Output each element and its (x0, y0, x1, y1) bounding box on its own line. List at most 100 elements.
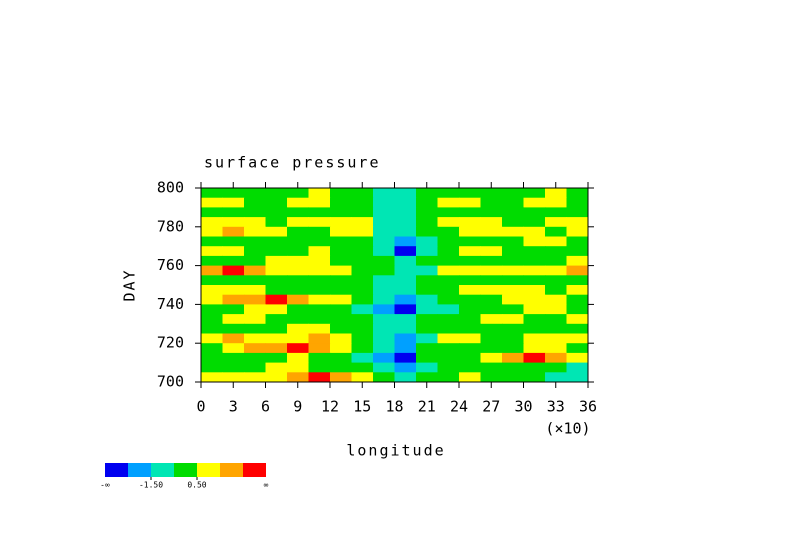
heat-cell (459, 372, 481, 383)
x-tick-label: 0 (196, 398, 205, 416)
heat-cell (308, 275, 331, 286)
heat-cell (351, 362, 374, 373)
heat-cell (373, 333, 395, 344)
y-tick-label: 800 (157, 179, 184, 197)
heat-cell (287, 343, 309, 354)
heat-cell (373, 285, 395, 296)
heat-cell (265, 236, 288, 247)
heat-cell (373, 207, 395, 218)
colorbar-box (243, 463, 266, 477)
heat-cell (265, 275, 288, 286)
heat-cell (201, 372, 223, 383)
heat-cell (351, 197, 374, 208)
heat-cell (523, 285, 546, 296)
heat-cell (201, 246, 223, 257)
heat-cell (416, 372, 438, 383)
heat-cell (502, 188, 524, 199)
heat-cell (308, 285, 331, 296)
heat-cell (244, 255, 266, 267)
heat-cell (502, 207, 524, 218)
heat-cell (437, 217, 460, 228)
heat-cell (437, 362, 460, 373)
heat-cell (566, 333, 589, 344)
heat-cell (222, 207, 245, 218)
heat-cell (394, 294, 417, 305)
heat-cell (351, 352, 374, 364)
heat-cell (437, 246, 460, 257)
heat-cell (222, 236, 245, 247)
heat-cell (330, 188, 352, 199)
heat-cell (416, 217, 438, 228)
heat-cell (502, 226, 524, 237)
heat-cell (416, 197, 438, 208)
x-tick-label: 6 (261, 398, 270, 416)
x-tick-label: 12 (321, 398, 339, 416)
heat-cell (394, 323, 417, 334)
heat-cell (480, 207, 503, 218)
heat-cell (480, 275, 503, 286)
heat-cell (523, 265, 546, 276)
heat-cell (330, 246, 352, 257)
heat-cell (437, 333, 460, 344)
heat-cell (330, 304, 352, 315)
heat-cell (480, 246, 503, 257)
heat-cell (416, 314, 438, 325)
heat-cell (502, 372, 524, 383)
heat-cell (330, 362, 352, 373)
heat-cell (502, 275, 524, 286)
heat-cell (480, 362, 503, 373)
heat-cell (351, 246, 374, 257)
heat-cell (351, 294, 374, 305)
heat-cell (502, 304, 524, 315)
heat-cell (308, 372, 331, 383)
heat-cell (437, 372, 460, 383)
heat-cell (201, 255, 223, 267)
heat-cell (308, 188, 331, 199)
heat-cell (330, 352, 352, 364)
heat-cell (265, 197, 288, 208)
heat-cell (265, 343, 288, 354)
heat-cell (545, 207, 567, 218)
heat-cell (545, 246, 567, 257)
heat-cell (523, 314, 546, 325)
heat-cell (480, 217, 503, 228)
heat-cell (330, 265, 352, 276)
heat-cell (459, 236, 481, 247)
heat-cell (265, 333, 288, 344)
heat-cell (201, 236, 223, 247)
heat-cell (545, 314, 567, 325)
heat-cell (373, 217, 395, 228)
heat-cell (351, 188, 374, 199)
heat-cell (201, 217, 223, 228)
heat-cell (545, 352, 567, 364)
heat-cell (480, 372, 503, 383)
heat-cell (351, 314, 374, 325)
heat-cell (566, 372, 589, 383)
heat-cell (244, 217, 266, 228)
heat-cell (502, 246, 524, 257)
heat-cell (222, 255, 245, 267)
heat-cell (308, 255, 331, 267)
heat-cell (523, 372, 546, 383)
x-tick-label: 36 (579, 398, 597, 416)
heat-cell (265, 352, 288, 364)
heat-cell (566, 352, 589, 364)
heat-cell (394, 362, 417, 373)
colorbar-box (220, 463, 243, 477)
heat-cell (351, 275, 374, 286)
heat-cell (308, 352, 331, 364)
heat-cell (523, 236, 546, 247)
heat-cell (394, 217, 417, 228)
heat-cell (330, 323, 352, 334)
heat-cell (437, 255, 460, 267)
heat-cell (545, 226, 567, 237)
heat-cell (222, 226, 245, 237)
heat-cell (222, 246, 245, 257)
heat-cell (287, 197, 309, 208)
heat-cell (222, 314, 245, 325)
x-tick-label: 30 (514, 398, 532, 416)
heat-cell (480, 294, 503, 305)
colorbar-box (197, 463, 220, 477)
heat-cell (265, 265, 288, 276)
heat-cell (437, 197, 460, 208)
